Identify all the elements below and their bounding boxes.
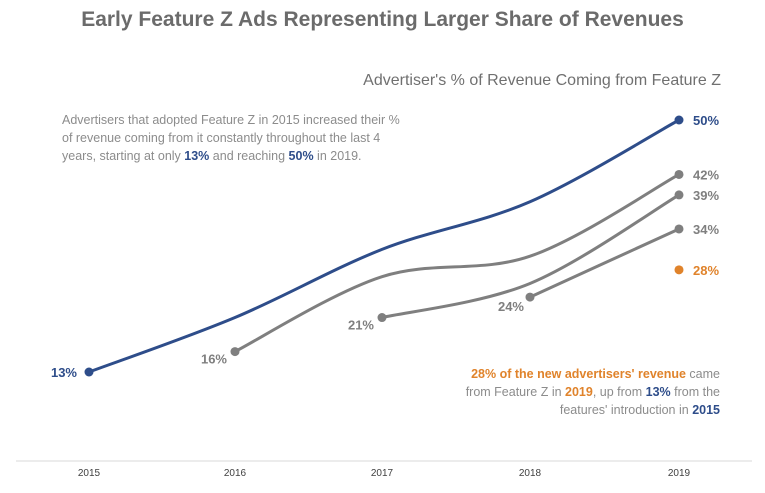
x-tick-label-2015: 2015 (78, 468, 101, 479)
left-annotation: Advertisers that adopted Feature Z in 20… (62, 111, 412, 165)
left-annotation-text-1: Advertisers that adopted Feature Z in 20… (62, 113, 400, 163)
series-1-label-2019: 42% (693, 167, 719, 182)
series-3-point-2018 (525, 292, 535, 302)
series-2-line (380, 193, 681, 320)
series-0-label-2019: 50% (693, 113, 719, 128)
left-annotation-end-value: 50% (288, 149, 314, 163)
right-annotation: 28% of the new advertisers' revenue came… (460, 365, 720, 419)
series-0-point-2015 (84, 367, 94, 377)
series-4-point-2019 (674, 265, 684, 275)
right-annotation-headline: 28% of the new advertisers' revenue (471, 367, 686, 381)
x-tick-label-2017: 2017 (371, 468, 394, 479)
series-3-label-2019: 34% (693, 222, 719, 237)
series-3-label-2018: 24% (498, 299, 524, 314)
series-3-point-2019 (674, 224, 684, 234)
right-annotation-start-value: 13% (645, 385, 671, 399)
series-0-point-2019 (674, 115, 684, 125)
right-annotation-year-2015: 2015 (692, 403, 720, 417)
series-3-line (528, 227, 681, 299)
series-2-point-2019 (674, 190, 684, 200)
left-annotation-text-2: and reaching (209, 149, 289, 163)
series-2-label-2019: 39% (693, 188, 719, 203)
series-2-label-2017: 21% (348, 318, 374, 333)
left-annotation-text-3: in 2019. (313, 149, 362, 163)
series-2-point-2017 (377, 313, 387, 323)
series-1-point-2019 (674, 169, 684, 179)
series-1-label-2016: 16% (201, 352, 227, 367)
right-annotation-text-2: , up from (592, 385, 646, 399)
chart-subtitle: Advertiser's % of Revenue Coming from Fe… (363, 72, 721, 89)
right-annotation-year-2019: 2019 (565, 385, 593, 399)
x-tick-label-2018: 2018 (519, 468, 542, 479)
series-0-label-2015: 13% (51, 365, 77, 380)
x-tick-label-2016: 2016 (224, 468, 247, 479)
series-1-line (233, 172, 681, 354)
chart-title: Early Feature Z Ads Representing Larger … (81, 8, 684, 31)
series-0-line (87, 118, 681, 374)
series-4-label-2019: 28% (693, 263, 719, 278)
right-annotation-text-3: from the features' introduction in (559, 385, 720, 417)
right-annotation-text-1: came from Feature Z in (465, 367, 720, 399)
left-annotation-start-value: 13% (184, 149, 210, 163)
x-tick-label-2019: 2019 (668, 468, 691, 479)
series-1-point-2016 (230, 347, 240, 357)
